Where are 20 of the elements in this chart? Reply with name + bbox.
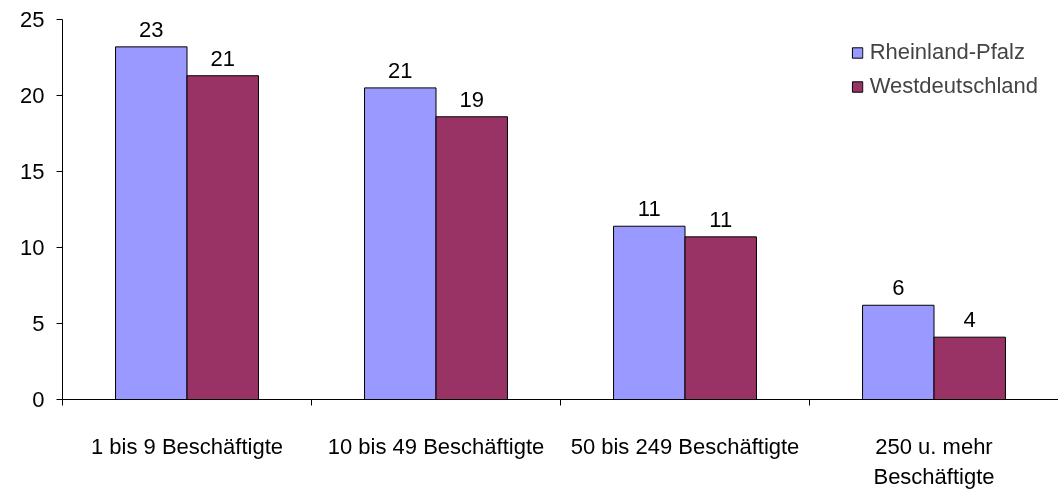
- y-tick-label: 15: [20, 159, 45, 184]
- x-tick-label: 250 u. mehr Beschäftigte: [873, 433, 995, 489]
- data-label: 19: [459, 86, 484, 112]
- data-label: 6: [892, 275, 905, 301]
- y-tick-label: 20: [20, 83, 45, 108]
- legend-label: Rheinland-Pfalz: [869, 39, 1025, 65]
- y-tick-label: 10: [20, 235, 45, 260]
- data-label: 21: [210, 45, 235, 71]
- y-tick-label: 0: [32, 387, 45, 412]
- data-label: 4: [963, 307, 976, 333]
- data-label: 21: [388, 57, 413, 83]
- data-label: 23: [139, 16, 164, 42]
- y-tick-label: 25: [20, 7, 45, 32]
- y-tick-label: 5: [32, 311, 45, 336]
- data-label: 11: [637, 196, 661, 222]
- x-tick-label: 10 bis 49 Beschäftigte: [327, 433, 545, 459]
- x-tick-label: 1 bis 9 Beschäftigte: [91, 433, 284, 459]
- legend-label: Westdeutschland: [869, 73, 1038, 99]
- x-tick-label: 50 bis 249 Beschäftigte: [570, 433, 800, 459]
- data-label: 11: [709, 206, 733, 232]
